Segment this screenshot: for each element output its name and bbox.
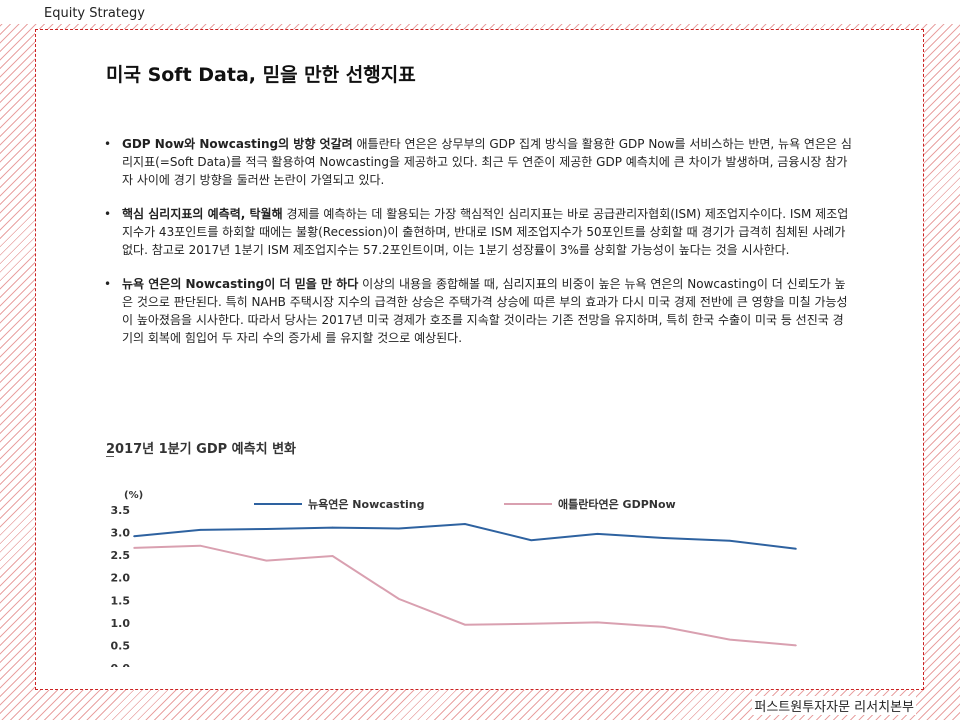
data-point bbox=[133, 547, 135, 549]
series-line bbox=[133, 522, 797, 550]
data-point bbox=[596, 533, 599, 535]
y-tick-label: 3.5 bbox=[111, 504, 131, 517]
data-point bbox=[729, 539, 731, 542]
data-point bbox=[795, 644, 797, 647]
bullet-item: • GDP Now와 Nowcasting의 방향 엇갈려 애틀란타 연은은 상… bbox=[104, 135, 854, 189]
data-point bbox=[795, 548, 797, 550]
section-label: Equity Strategy bbox=[44, 6, 145, 21]
gdp-forecast-chart: 2017년 1분기 GDP 예측치 변화 (%) 0.0 0.5 1.0 1.5 2.0 2… bbox=[106, 432, 846, 667]
chart-title-underline bbox=[106, 456, 114, 457]
y-tick-label: 1.5 bbox=[111, 594, 131, 607]
content-panel: 미국 Soft Data, 믿을 만한 선행지표 • GDP Now와 Nowc… bbox=[35, 29, 924, 690]
data-point bbox=[662, 537, 665, 539]
bullet-text: 이상의 내용을 종합해볼 때, 심리지표의 비중이 높은 뉴욕 연은의 Nowc… bbox=[122, 277, 848, 345]
y-tick-label: 2.5 bbox=[111, 549, 131, 562]
legend-label: 뉴욕연은 Nowcasting bbox=[308, 497, 424, 511]
data-point bbox=[265, 528, 268, 530]
data-point bbox=[133, 535, 135, 537]
data-point bbox=[596, 621, 599, 624]
bullet-lead: GDP Now와 Nowcasting의 방향 엇갈려 bbox=[122, 137, 353, 151]
data-point bbox=[331, 526, 334, 529]
footer-org: 퍼스트원투자자문 리서치본부 bbox=[752, 696, 916, 715]
data-point bbox=[530, 622, 532, 625]
data-point bbox=[530, 539, 532, 542]
y-tick-label: 0.5 bbox=[111, 639, 131, 652]
bullet-dot: • bbox=[104, 277, 112, 291]
bullet-text: 애틀란타 연은은 상무부의 GDP 집계 방식을 활용한 GDP Now를 서비… bbox=[122, 137, 852, 187]
bullet-dot: • bbox=[104, 207, 112, 221]
bullet-lead: 핵심 심리지표의 예측력, 탁월해 bbox=[122, 207, 283, 221]
chart-svg: (%)0.00.51.01.52.02.53.03.502/0302/1703/… bbox=[111, 490, 797, 667]
data-point bbox=[398, 527, 400, 530]
data-point bbox=[464, 623, 466, 626]
y-tick-label: 0.0 bbox=[111, 662, 131, 667]
data-point bbox=[729, 638, 731, 641]
legend-label: 애틀란타연은 GDPNow bbox=[558, 497, 676, 511]
bullet-item: • 뉴욕 연은의 Nowcasting이 더 믿을 만 하다 이상의 내용을 종… bbox=[104, 275, 854, 347]
data-point bbox=[265, 559, 268, 562]
y-tick-label: 2.0 bbox=[111, 572, 131, 585]
series-line bbox=[133, 544, 797, 647]
data-point bbox=[199, 529, 201, 531]
chart-title: 2017년 1분기 GDP 예측치 변화 bbox=[106, 442, 296, 457]
top-bar: Equity Strategy bbox=[0, 0, 960, 24]
data-point bbox=[398, 598, 400, 600]
data-point bbox=[662, 626, 665, 628]
bullet-item: • 핵심 심리지표의 예측력, 탁월해 경제를 예측하는 데 활용되는 가장 핵… bbox=[104, 205, 854, 259]
data-point bbox=[464, 523, 466, 525]
bullet-lead: 뉴욕 연은의 Nowcasting이 더 믿을 만 하다 bbox=[122, 277, 359, 291]
y-tick-label: 3.0 bbox=[111, 527, 131, 540]
bullet-text: 경제를 예측하는 데 활용되는 가장 핵심적인 심리지표는 바로 공급관리자협회… bbox=[122, 207, 849, 257]
y-tick-label: 1.0 bbox=[111, 617, 131, 630]
data-point bbox=[331, 555, 334, 557]
data-point bbox=[199, 544, 201, 547]
bullet-dot: • bbox=[104, 137, 112, 151]
page-title: 미국 Soft Data, 믿을 만한 선행지표 bbox=[106, 64, 416, 86]
bullet-list: • GDP Now와 Nowcasting의 방향 엇갈려 애틀란타 연은은 상… bbox=[104, 135, 854, 363]
y-axis-unit-label: (%) bbox=[124, 490, 143, 501]
